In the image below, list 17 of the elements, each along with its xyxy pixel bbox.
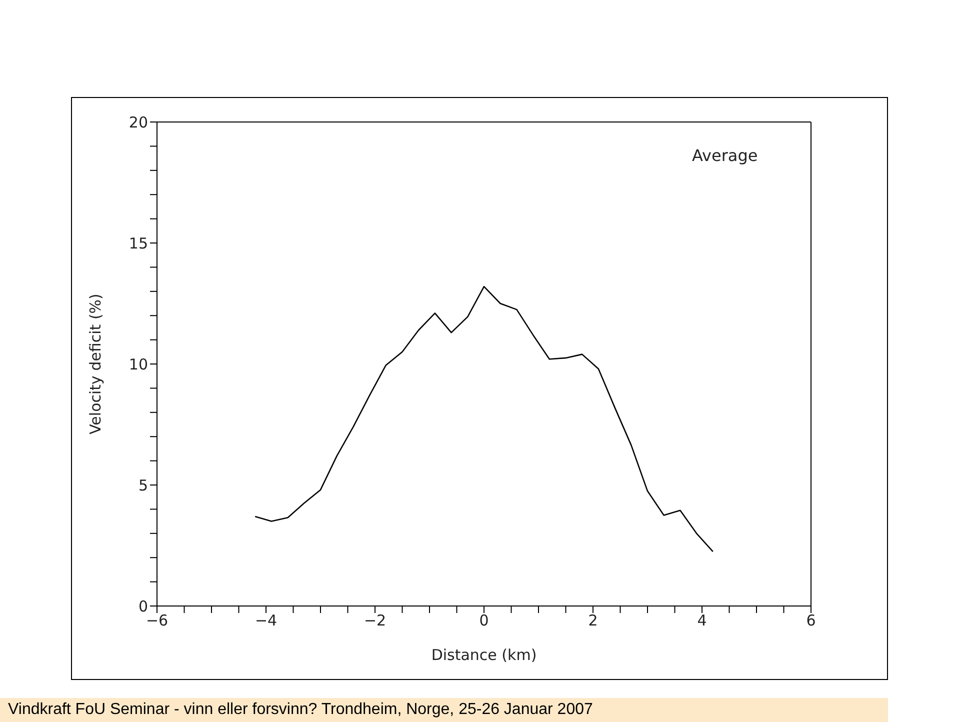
x-tick-label: 6 xyxy=(806,612,816,630)
y-tick-label: 0 xyxy=(138,597,148,616)
x-tick-label: 2 xyxy=(588,612,598,630)
y-tick-label: 10 xyxy=(128,355,148,374)
x-tick-label: 4 xyxy=(697,612,707,630)
text: Vindkraft FoU Seminar - vinn eller forsvinn? Trondheim, Norge, 25-26 Januar 2007 xyxy=(0,698,888,722)
y-tick-label: 15 xyxy=(128,234,148,252)
annotation: Average xyxy=(692,146,758,165)
y-tick-label: 20 xyxy=(128,113,148,132)
x-tick-label: −6 xyxy=(146,612,168,630)
x-tick-label: −4 xyxy=(254,612,278,630)
x-tick-label: 0 xyxy=(479,612,489,630)
x-axis-title: Distance (km) xyxy=(431,646,537,664)
line-series xyxy=(254,286,714,552)
x-tick-label: −2 xyxy=(364,612,386,630)
y-tick-label: 5 xyxy=(138,476,148,494)
y-axis-title: Velocity deficit (%) xyxy=(86,294,104,434)
